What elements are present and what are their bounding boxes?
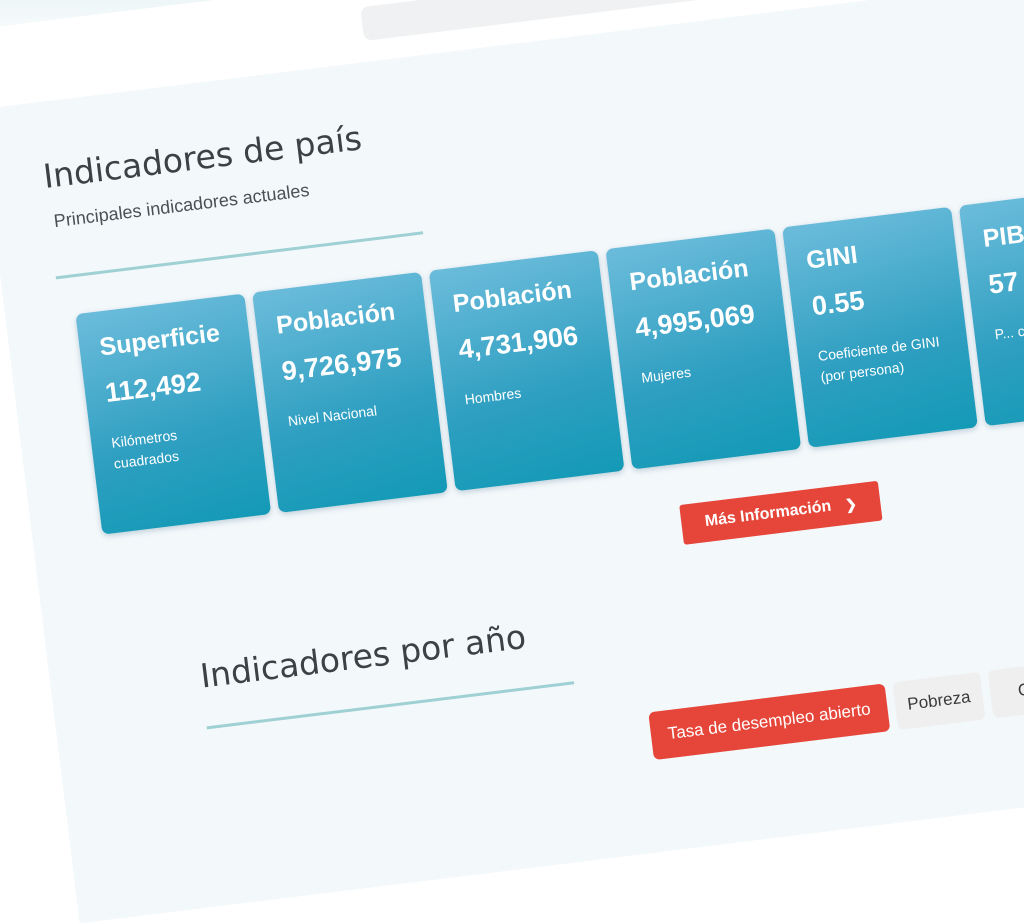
more-info-label: Más Información (703, 497, 833, 531)
year-indicators-title: Indicadores por año (198, 616, 529, 696)
tab-coeficiente-gini[interactable]: Coeficiente GINI (987, 648, 1024, 719)
card-value: 112,492 (103, 366, 203, 409)
card-description: P... c... (993, 321, 1024, 343)
indicator-card-poblacion-mujeres: Población 4,995,069 Mujeres (605, 228, 802, 470)
card-title: Población (274, 297, 397, 340)
card-description: Mujeres (640, 363, 692, 386)
card-title: Población (627, 254, 750, 297)
card-value: 4,995,069 (633, 298, 757, 344)
indicator-card-poblacion-hombres: Población 4,731,906 Hombres (428, 250, 625, 492)
chevron-right-icon: ❯ (844, 495, 858, 513)
more-info-button[interactable]: Más Información ❯ (679, 480, 883, 545)
title-underline (55, 231, 424, 280)
card-value: 0.55 (810, 285, 866, 322)
title-underline (206, 681, 575, 730)
tab-tasa-desempleo[interactable]: Tasa de desempleo abierto (648, 683, 891, 761)
card-title: Población (451, 275, 574, 319)
card-description: Coeficiente de GINI (por persona) (817, 333, 941, 385)
card-description: Hombres (463, 384, 523, 408)
indicator-card-poblacion-nacional: Población 9,726,975 Nivel Nacional (252, 271, 448, 513)
tab-pobreza[interactable]: Pobreza (892, 671, 986, 731)
indicator-card-superficie: Superficie 112,492 Kilómetros cuadrados (75, 293, 272, 535)
card-value: 9,726,975 (280, 342, 404, 387)
card-title: PIB (981, 220, 1024, 253)
card-value: 4,731,906 (456, 320, 580, 365)
card-value: 57 (986, 266, 1021, 300)
card-description: Kilómetros cuadrados (110, 426, 180, 472)
card-title: GINI (804, 240, 860, 275)
card-title: Superficie (97, 318, 222, 362)
country-indicators-title: Indicadores de país (41, 118, 364, 197)
card-description: Nivel Nacional (287, 402, 378, 430)
indicator-card-gini: GINI 0.55 Coeficiente de GINI (por perso… (782, 206, 978, 448)
